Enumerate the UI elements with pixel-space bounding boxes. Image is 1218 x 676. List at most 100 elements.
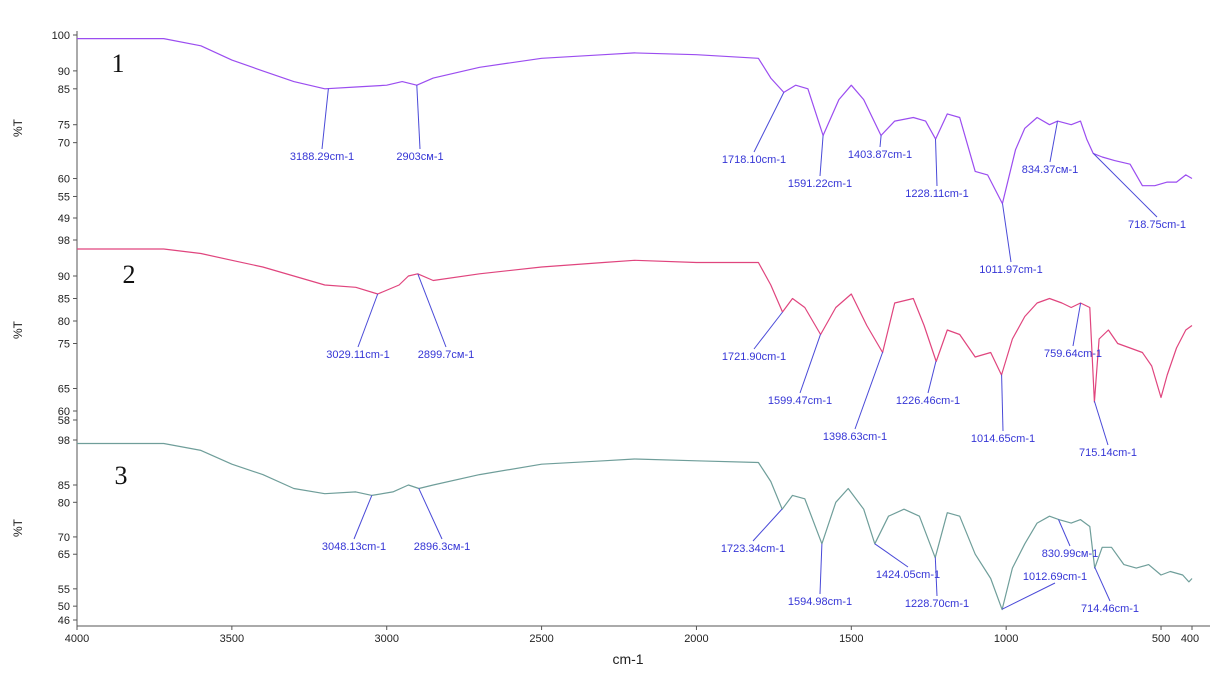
spectrum-line-3 [77, 442, 1193, 611]
y-tick-label: 70 [58, 532, 70, 544]
x-tick-label: 1500 [839, 633, 863, 645]
peak-leader-line [934, 557, 938, 597]
peak-annotation: 714.46cm-1 [1081, 603, 1139, 615]
panel-label: 2 [123, 260, 136, 289]
peak-leader-line [1002, 203, 1012, 263]
y-tick-label: 75 [58, 120, 70, 132]
x-tick-label: 500 [1152, 633, 1170, 645]
y-axis-label: %T [11, 518, 25, 537]
peak-annotation: 1723.34cm-1 [721, 543, 785, 555]
peak-annotation: 1721.90cm-1 [722, 351, 786, 363]
panel-label: 3 [115, 461, 128, 490]
y-tick-label: 85 [58, 84, 70, 96]
y-tick-label: 80 [58, 497, 70, 509]
peak-annotation: 718.75cm-1 [1128, 219, 1186, 231]
y-tick-label: 49 [58, 213, 70, 225]
y-tick-label: 50 [58, 601, 70, 613]
peak-annotation: 1718.10cm-1 [722, 154, 786, 166]
peak-leader-line [321, 88, 329, 150]
panels-layer: 100 90 85 75 70 60 55 49 %T 1 3188.29cm-1 2903cм-1 1… [11, 30, 1193, 627]
y-tick-label: 98 [58, 435, 70, 447]
x-axis-label: cm-1 [612, 651, 643, 667]
spectrum-panel-1: 100 90 85 75 70 60 55 49 %T 1 3188.29cm-1 2903cм-1 1… [11, 30, 1193, 276]
peak-leader-line [879, 135, 882, 148]
axes-layer: 4000 3500 3000 2500 2000 1500 1000 500 400 [65, 31, 1210, 645]
peak-annotation: 2899.7cм-1 [418, 349, 475, 361]
peak-annotation: 1011.97cm-1 [979, 264, 1042, 276]
y-tick-label: 60 [58, 174, 70, 186]
y-tick-label: 75 [58, 339, 70, 351]
peak-leader-line [1049, 121, 1058, 163]
peak-leader-line [418, 488, 443, 540]
y-tick-label: 90 [58, 66, 70, 78]
y-tick-label: 70 [58, 138, 70, 150]
peak-annotation: 1014.65cm-1 [971, 433, 1035, 445]
y-tick-label: 98 [58, 235, 70, 247]
y-tick-label: 60 [58, 406, 70, 418]
peak-leader-line [752, 508, 783, 542]
spectrum-line-2 [77, 248, 1193, 403]
x-tick-label: 1000 [994, 633, 1018, 645]
panel-label: 1 [112, 49, 125, 78]
peak-annotation: 1398.63cm-1 [823, 431, 887, 443]
peak-annotation: 1599.47cm-1 [768, 395, 832, 407]
peak-leader-line [416, 85, 421, 150]
y-tick-label: 55 [58, 191, 70, 203]
y-tick-label: 58 [58, 415, 70, 427]
peak-annotation: 3048.13cm-1 [322, 541, 386, 553]
peak-leader-line [927, 360, 937, 394]
y-tick-label: 46 [58, 615, 70, 627]
spectrum-panel-3: 98 85 80 70 65 55 50 46 %T 3 3048.13cm-1 2896.3cм-1… [11, 435, 1193, 627]
peak-annotation: 759.64cm-1 [1044, 348, 1102, 360]
y-tick-label: 65 [58, 384, 70, 396]
x-tick-label: 3000 [374, 633, 398, 645]
peak-leader-line [753, 92, 785, 153]
y-tick-label: 85 [58, 480, 70, 492]
peak-annotation: 3188.29cm-1 [290, 151, 354, 163]
peak-annotation: 834.37cм-1 [1022, 164, 1079, 176]
y-tick-label: 90 [58, 271, 70, 283]
peak-leader-line [935, 138, 938, 187]
x-tick-label: 2500 [529, 633, 553, 645]
x-tick-label: 3500 [220, 633, 244, 645]
peak-annotation: 715.14cm-1 [1079, 447, 1137, 459]
peak-leader-line [1093, 400, 1109, 446]
peak-leader-line [874, 543, 909, 568]
peak-leader-line [753, 311, 783, 350]
peak-annotation: 1403.87cm-1 [848, 149, 912, 161]
spectrum-line-1 [77, 38, 1193, 205]
x-tick-label: 400 [1181, 633, 1199, 645]
y-tick-label: 85 [58, 294, 70, 306]
peak-annotation: 3029.11cm-1 [326, 349, 389, 361]
y-tick-label: 80 [58, 316, 70, 328]
peak-annotation: 1228.70cm-1 [905, 598, 969, 610]
peak-leader-line [819, 135, 824, 177]
y-tick-label: 65 [58, 549, 70, 561]
peak-leader-line [1072, 303, 1082, 347]
peak-leader-line [417, 273, 447, 348]
peak-leader-line [799, 334, 821, 394]
peak-annotation: 1228.11cm-1 [905, 188, 968, 200]
x-tick-label: 4000 [65, 633, 89, 645]
peak-leader-line [1092, 153, 1158, 218]
peak-annotation: 1012.69cm-1 [1023, 571, 1087, 583]
peak-annotation: 1424.05cm-1 [876, 569, 940, 581]
peak-annotation: 1594.98cm-1 [788, 596, 852, 608]
peak-leader-line [1058, 519, 1071, 547]
peak-annotation: 1591.22cm-1 [788, 178, 852, 190]
peak-annotation: 830.99cм-1 [1042, 548, 1099, 560]
peak-leader-line [1001, 374, 1004, 432]
peak-leader-line [1094, 566, 1111, 602]
peak-annotation: 2903cм-1 [396, 151, 443, 163]
peak-leader-line [357, 293, 379, 348]
x-tick-label: 2000 [684, 633, 708, 645]
y-axis-label: %T [11, 320, 25, 339]
y-tick-label: 100 [52, 30, 70, 42]
y-tick-label: 55 [58, 584, 70, 596]
peak-leader-line [854, 351, 884, 430]
y-axis-label: %T [11, 118, 25, 137]
peak-annotation: 2896.3cм-1 [414, 541, 471, 553]
